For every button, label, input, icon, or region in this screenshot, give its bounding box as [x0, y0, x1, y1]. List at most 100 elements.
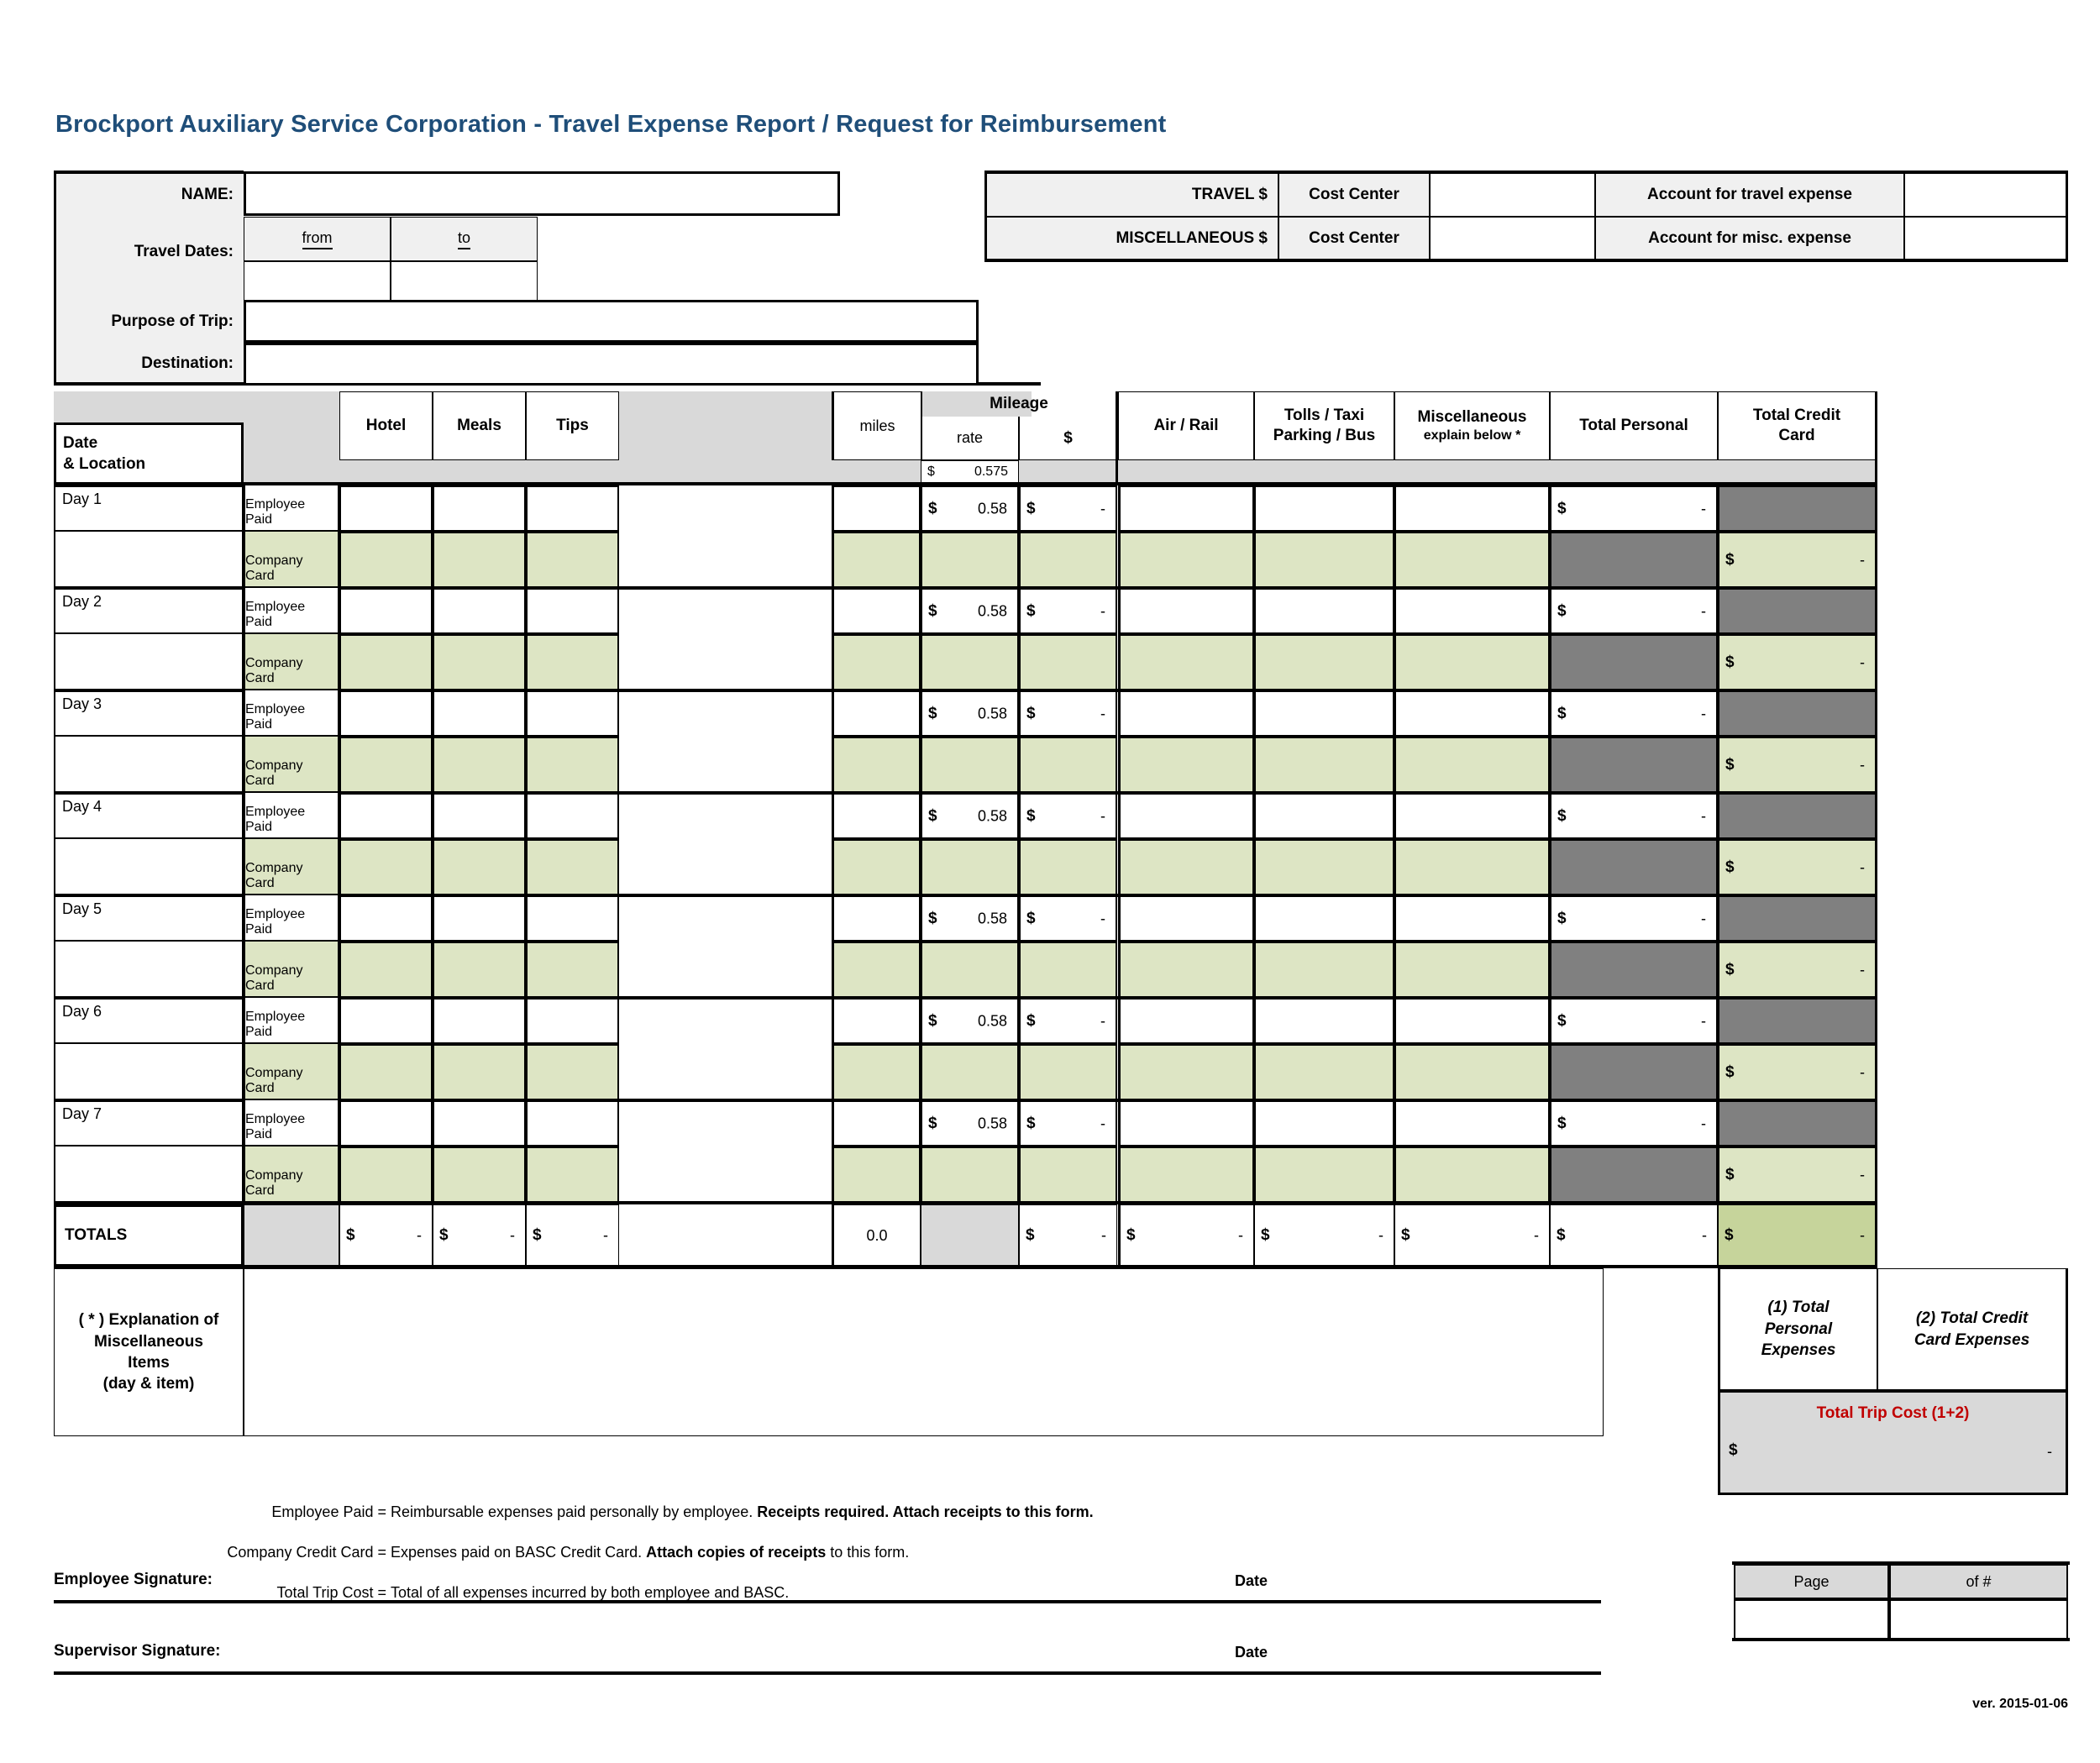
day-2-employee-tips[interactable] [526, 588, 619, 634]
day-6-company-rate[interactable] [921, 1044, 1019, 1100]
day-2-employee-misc[interactable] [1394, 588, 1550, 634]
day-4-employee-tolls[interactable] [1254, 793, 1394, 839]
day-6-company-mdoll[interactable] [1019, 1044, 1117, 1100]
day-7-location-input[interactable] [54, 1146, 244, 1203]
day-2-employee-meals[interactable] [433, 588, 526, 634]
day-2-company-air[interactable] [1118, 634, 1254, 690]
day-4-employee-air[interactable] [1118, 793, 1254, 839]
name-input[interactable] [244, 171, 840, 216]
day-3-company-tips[interactable] [526, 737, 619, 793]
day-1-company-mdoll[interactable] [1019, 532, 1117, 588]
day-3-location-input[interactable] [54, 737, 244, 793]
day-1-employee-tips[interactable] [526, 485, 619, 532]
day-7-employee-miles[interactable] [832, 1100, 921, 1146]
day-2-company-tips[interactable] [526, 634, 619, 690]
day-2-company-mdoll[interactable] [1019, 634, 1117, 690]
day-3-company-mdoll[interactable] [1019, 737, 1117, 793]
day-5-employee-misc[interactable] [1394, 895, 1550, 942]
day-5-employee-hotel[interactable] [339, 895, 433, 942]
misc-account-input[interactable] [1904, 217, 2068, 260]
day-3-company-tolls[interactable] [1254, 737, 1394, 793]
day-5-company-tips[interactable] [526, 942, 619, 998]
day-7-company-misc[interactable] [1394, 1146, 1550, 1203]
day-5-company-hotel[interactable] [339, 942, 433, 998]
day-6-company-tips[interactable] [526, 1044, 619, 1100]
day-2-company-meals[interactable] [433, 634, 526, 690]
day-3-company-meals[interactable] [433, 737, 526, 793]
day-3-company-miles[interactable] [832, 737, 921, 793]
day-3-employee-misc[interactable] [1394, 690, 1550, 737]
day-6-employee-tolls[interactable] [1254, 998, 1394, 1044]
day-6-company-misc[interactable] [1394, 1044, 1550, 1100]
day-7-employee-misc[interactable] [1394, 1100, 1550, 1146]
day-1-company-air[interactable] [1118, 532, 1254, 588]
day-4-company-meals[interactable] [433, 839, 526, 895]
day-4-company-miles[interactable] [832, 839, 921, 895]
day-1-company-tolls[interactable] [1254, 532, 1394, 588]
day-4-employee-miles[interactable] [832, 793, 921, 839]
day-7-company-rate[interactable] [921, 1146, 1019, 1203]
day-4-company-misc[interactable] [1394, 839, 1550, 895]
day-7-employee-hotel[interactable] [339, 1100, 433, 1146]
day-7-employee-air[interactable] [1118, 1100, 1254, 1146]
day-5-employee-miles[interactable] [832, 895, 921, 942]
day-1-employee-tolls[interactable] [1254, 485, 1394, 532]
day-6-company-meals[interactable] [433, 1044, 526, 1100]
day-2-company-rate[interactable] [921, 634, 1019, 690]
day-7-employee-tolls[interactable] [1254, 1100, 1394, 1146]
day-1-employee-air[interactable] [1118, 485, 1254, 532]
day-6-company-tolls[interactable] [1254, 1044, 1394, 1100]
day-2-company-tolls[interactable] [1254, 634, 1394, 690]
day-2-employee-hotel[interactable] [339, 588, 433, 634]
day-6-location-input[interactable] [54, 1044, 244, 1100]
travel-from-input[interactable] [244, 261, 391, 302]
day-1-employee-hotel[interactable] [339, 485, 433, 532]
day-5-company-misc[interactable] [1394, 942, 1550, 998]
explanation-textarea[interactable] [244, 1268, 1604, 1436]
misc-cost-center-input[interactable] [1430, 217, 1595, 260]
day-3-employee-hotel[interactable] [339, 690, 433, 737]
day-1-company-meals[interactable] [433, 532, 526, 588]
day-5-employee-tolls[interactable] [1254, 895, 1394, 942]
day-3-employee-tolls[interactable] [1254, 690, 1394, 737]
day-2-company-miles[interactable] [832, 634, 921, 690]
day-6-employee-misc[interactable] [1394, 998, 1550, 1044]
day-5-location-input[interactable] [54, 942, 244, 998]
day-4-location-input[interactable] [54, 839, 244, 895]
day-1-employee-misc[interactable] [1394, 485, 1550, 532]
day-2-location-input[interactable] [54, 634, 244, 690]
day-3-employee-meals[interactable] [433, 690, 526, 737]
day-4-company-mdoll[interactable] [1019, 839, 1117, 895]
day-4-employee-meals[interactable] [433, 793, 526, 839]
day-5-company-mdoll[interactable] [1019, 942, 1117, 998]
day-7-company-miles[interactable] [832, 1146, 921, 1203]
day-4-company-air[interactable] [1118, 839, 1254, 895]
day-4-company-rate[interactable] [921, 839, 1019, 895]
day-3-employee-miles[interactable] [832, 690, 921, 737]
day-3-company-rate[interactable] [921, 737, 1019, 793]
day-3-employee-air[interactable] [1118, 690, 1254, 737]
travel-account-input[interactable] [1904, 173, 2068, 217]
day-5-employee-air[interactable] [1118, 895, 1254, 942]
day-4-employee-misc[interactable] [1394, 793, 1550, 839]
travel-to-input[interactable] [391, 261, 538, 302]
day-5-company-rate[interactable] [921, 942, 1019, 998]
travel-cost-center-input[interactable] [1430, 173, 1595, 217]
day-6-company-miles[interactable] [832, 1044, 921, 1100]
day-7-company-hotel[interactable] [339, 1146, 433, 1203]
day-1-company-hotel[interactable] [339, 532, 433, 588]
page-total-input[interactable] [1889, 1599, 2068, 1640]
day-6-employee-meals[interactable] [433, 998, 526, 1044]
day-6-company-hotel[interactable] [339, 1044, 433, 1100]
destination-input[interactable] [244, 343, 979, 386]
day-7-company-tips[interactable] [526, 1146, 619, 1203]
day-7-company-mdoll[interactable] [1019, 1146, 1117, 1203]
day-5-employee-meals[interactable] [433, 895, 526, 942]
day-5-company-air[interactable] [1118, 942, 1254, 998]
purpose-input[interactable] [244, 300, 979, 343]
day-5-company-meals[interactable] [433, 942, 526, 998]
day-6-employee-tips[interactable] [526, 998, 619, 1044]
day-2-company-misc[interactable] [1394, 634, 1550, 690]
page-number-input[interactable] [1734, 1599, 1889, 1640]
day-7-employee-tips[interactable] [526, 1100, 619, 1146]
